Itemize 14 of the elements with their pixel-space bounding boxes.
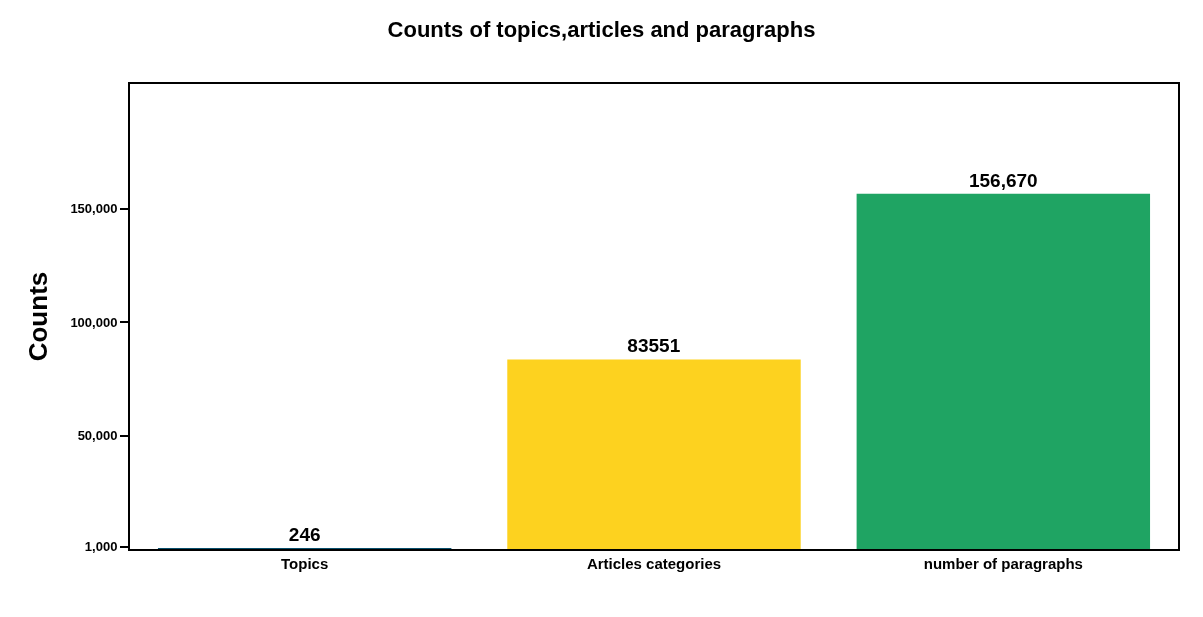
- bar: [856, 193, 1151, 549]
- y-tick-label: 100,000: [70, 314, 118, 330]
- y-tick-label: 1,000: [84, 539, 118, 555]
- y-tick-label: 50,000: [77, 428, 118, 444]
- x-tick-label: Articles categories: [586, 555, 722, 572]
- x-tick-label: number of paragraphs: [923, 555, 1083, 572]
- bar: [507, 359, 801, 549]
- chart-title: Counts of topics,articles and paragraphs: [387, 16, 816, 42]
- y-axis-title: Counts: [23, 271, 54, 362]
- x-tick-label: Topics: [281, 555, 329, 572]
- y-tick-label: 150,000: [70, 201, 118, 217]
- data-label: 83551: [627, 335, 681, 357]
- data-label: 156,670: [968, 169, 1038, 191]
- data-label: 246: [288, 524, 321, 545]
